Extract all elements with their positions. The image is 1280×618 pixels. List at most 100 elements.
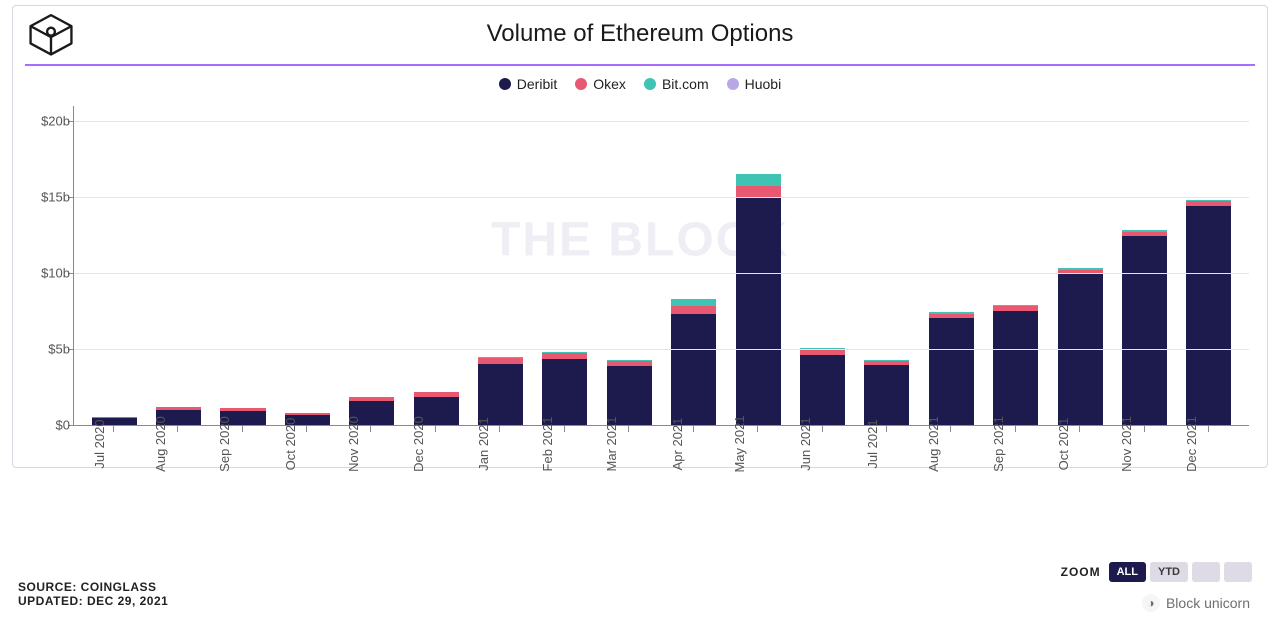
plot: $0$5b$10b$15b$20b xyxy=(73,106,1249,426)
bar[interactable] xyxy=(864,360,909,426)
bar[interactable] xyxy=(736,174,781,425)
bar[interactable] xyxy=(800,348,845,425)
x-tick xyxy=(693,426,694,432)
legend-label: Huobi xyxy=(745,76,782,92)
x-label-slot: Aug 2020 xyxy=(145,426,209,459)
bar-segment-deribit xyxy=(800,355,845,425)
x-axis-label: Nov 2021 xyxy=(1119,416,1134,472)
legend-swatch-icon xyxy=(727,78,739,90)
zoom-button[interactable] xyxy=(1224,562,1252,582)
grid-line xyxy=(74,121,1249,122)
x-label-slot: Nov 2021 xyxy=(1112,426,1176,459)
x-tick xyxy=(950,426,951,432)
x-tick xyxy=(564,426,565,432)
bar-segment-okex xyxy=(736,186,781,198)
bar-segment-bitcom xyxy=(736,174,781,185)
x-tick xyxy=(1208,426,1209,432)
x-tick xyxy=(113,426,114,432)
x-label-slot: Oct 2021 xyxy=(1048,426,1112,459)
y-axis-label: $5b xyxy=(32,342,70,357)
bar[interactable] xyxy=(478,357,523,425)
bar[interactable] xyxy=(671,299,716,425)
signature: ◑ Block unicorn xyxy=(1142,594,1250,612)
x-tick xyxy=(435,426,436,432)
bar-slot xyxy=(919,312,983,425)
x-axis-label: Jun 2021 xyxy=(798,417,813,471)
legend-swatch-icon xyxy=(644,78,656,90)
bar-segment-deribit xyxy=(993,311,1038,425)
bar[interactable] xyxy=(1122,230,1167,425)
bar-segment-deribit xyxy=(736,198,781,425)
x-tick xyxy=(242,426,243,432)
source-line: SOURCE: COINGLASS xyxy=(18,580,168,594)
grid-line xyxy=(74,197,1249,198)
chart-footer: SOURCE: COINGLASS UPDATED: DEC 29, 2021 xyxy=(18,580,168,608)
plot-area: THE BLOCK $0$5b$10b$15b$20b Jul 2020Aug … xyxy=(31,106,1249,459)
bar-slot xyxy=(790,348,854,425)
bars-container xyxy=(74,106,1249,425)
bar-slot xyxy=(468,357,532,425)
bar[interactable] xyxy=(929,312,974,425)
x-tick xyxy=(1079,426,1080,432)
legend-label: Deribit xyxy=(517,76,557,92)
x-label-slot: Dec 2020 xyxy=(403,426,467,459)
grid-line xyxy=(74,349,1249,350)
zoom-label: ZOOM xyxy=(1061,565,1101,579)
bar-slot xyxy=(662,299,726,425)
legend-item-deribit[interactable]: Deribit xyxy=(499,76,557,92)
x-axis-label: Dec 2020 xyxy=(411,416,426,472)
x-tick xyxy=(370,426,371,432)
bar-segment-deribit xyxy=(1122,236,1167,425)
chart-legend: Deribit Okex Bit.com Huobi xyxy=(13,66,1267,106)
y-axis-label: $20b xyxy=(32,114,70,129)
updated-line: UPDATED: DEC 29, 2021 xyxy=(18,594,168,608)
x-tick xyxy=(628,426,629,432)
legend-item-okex[interactable]: Okex xyxy=(575,76,626,92)
bar[interactable] xyxy=(542,352,587,425)
bar-segment-deribit xyxy=(478,364,523,425)
x-axis-label: Dec 2021 xyxy=(1184,416,1199,472)
x-axis-label: Apr 2021 xyxy=(670,418,685,471)
grid-line xyxy=(74,273,1249,274)
bar[interactable] xyxy=(993,305,1038,425)
legend-label: Bit.com xyxy=(662,76,709,92)
legend-label: Okex xyxy=(593,76,626,92)
signature-text: Block unicorn xyxy=(1166,595,1250,611)
x-axis-label: Jul 2021 xyxy=(865,419,880,468)
legend-item-bitcom[interactable]: Bit.com xyxy=(644,76,709,92)
bar-slot xyxy=(533,352,597,425)
x-axis-label: Feb 2021 xyxy=(540,417,555,472)
bar-slot xyxy=(855,360,919,426)
legend-swatch-icon xyxy=(575,78,587,90)
x-label-slot: Apr 2021 xyxy=(661,426,725,459)
bar[interactable] xyxy=(1058,268,1103,425)
legend-item-huobi[interactable]: Huobi xyxy=(727,76,782,92)
bar[interactable] xyxy=(607,360,652,425)
bar-segment-deribit xyxy=(864,365,909,425)
bar-segment-deribit xyxy=(929,318,974,425)
zoom-button-all[interactable]: ALL xyxy=(1109,562,1146,582)
x-axis-label: Oct 2021 xyxy=(1056,418,1071,471)
signature-icon: ◑ xyxy=(1142,594,1160,612)
bar[interactable] xyxy=(1186,200,1231,425)
x-axis-label: Aug 2021 xyxy=(926,416,941,472)
x-tick xyxy=(822,426,823,432)
x-label-slot: Oct 2020 xyxy=(274,426,338,459)
y-axis-label: $15b xyxy=(32,190,70,205)
x-axis-labels: Jul 2020Aug 2020Sep 2020Oct 2020Nov 2020… xyxy=(73,426,1249,459)
bar-slot xyxy=(983,305,1047,425)
y-axis-label: $10b xyxy=(32,266,70,281)
zoom-button-ytd[interactable]: YTD xyxy=(1150,562,1188,582)
x-label-slot: Jan 2021 xyxy=(468,426,532,459)
x-axis-label: Aug 2020 xyxy=(153,416,168,472)
x-axis-label: Sep 2021 xyxy=(991,416,1006,472)
theblock-logo-icon xyxy=(25,12,77,56)
x-label-slot: Sep 2021 xyxy=(983,426,1047,459)
bar-slot xyxy=(1177,200,1241,425)
x-label-slot: May 2021 xyxy=(725,426,789,459)
x-axis-label: Mar 2021 xyxy=(604,417,619,472)
zoom-button[interactable] xyxy=(1192,562,1220,582)
bar-segment-deribit xyxy=(671,314,716,425)
bar-slot xyxy=(1048,268,1112,425)
chart-header: Volume of Ethereum Options xyxy=(13,6,1267,64)
